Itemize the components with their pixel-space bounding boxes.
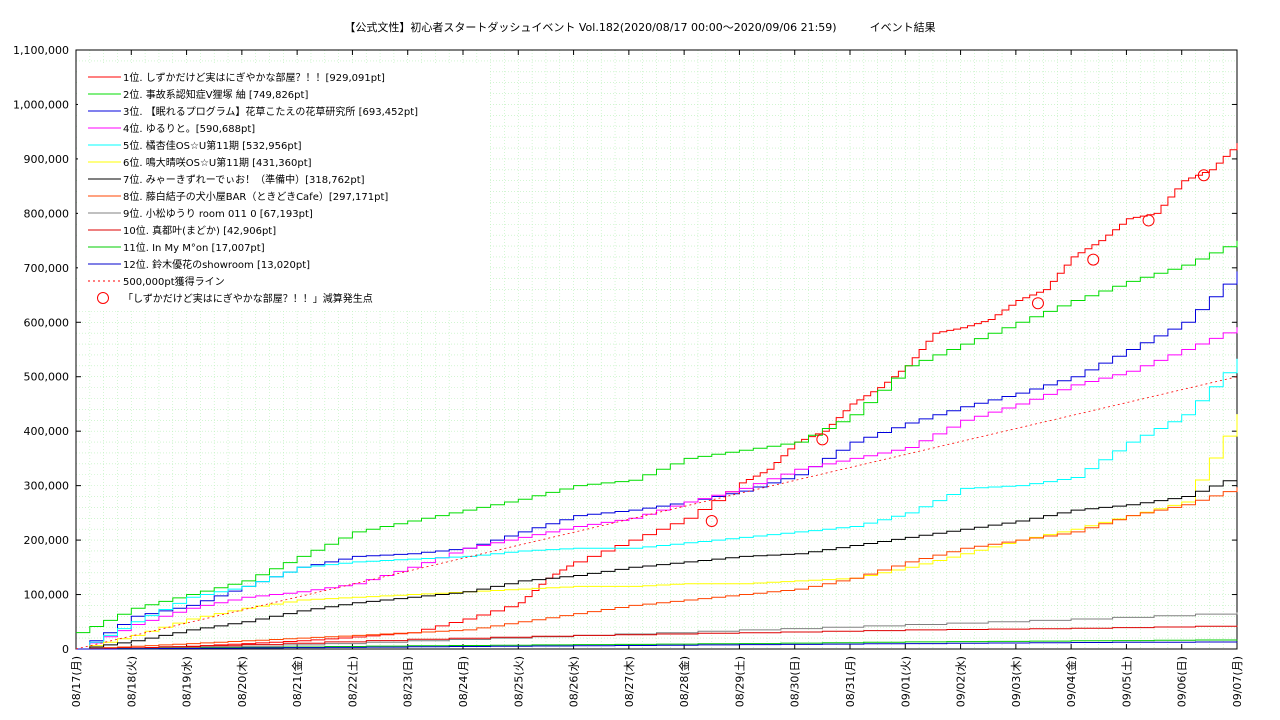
y-tick-label: 0 — [62, 643, 69, 656]
legend-label: 3位. 【眠れるプログラム】花草こたえの花草研究所 [693,452pt] — [123, 105, 418, 118]
legend-label: 10位. 真都叶(まどか) [42,906pt] — [123, 224, 276, 237]
x-tick-label: 08/21(金) — [290, 656, 304, 707]
x-tick-label: 09/07(月) — [1231, 656, 1244, 707]
x-tick-label: 09/01(火) — [899, 656, 912, 707]
legend-label: 8位. 藤白結子の犬小屋BAR（ときどきCafe）[297,171pt] — [123, 190, 388, 203]
y-tick-label: 200,000 — [24, 534, 70, 547]
subtraction-marker — [816, 433, 829, 446]
subtraction-marker — [1031, 297, 1044, 310]
legend-label: 「しずかだけど実はにぎやかな部屋？！！」減算発生点 — [123, 292, 373, 305]
legend-label: 2位. 事故系認知症V狸塚 紬 [749,826pt] — [123, 88, 308, 101]
y-tick-label: 900,000 — [24, 153, 70, 166]
x-tick-label: 08/25(火) — [512, 656, 525, 707]
x-tick-label: 08/22(土) — [346, 656, 359, 707]
legend-label: 7位. みゃーきずれーでぃお！（準備中）[318,762pt] — [123, 173, 365, 186]
x-tick-label: 08/24(月) — [457, 656, 470, 707]
series-line-3 — [76, 271, 1238, 650]
legend-label: 1位. しずかだけど実はにぎやかな部屋？！！[929,091pt] — [123, 71, 385, 84]
series-line-8 — [76, 487, 1238, 650]
y-tick-label: 800,000 — [24, 207, 70, 220]
x-tick-label: 09/02(水) — [955, 656, 968, 707]
legend-label: 5位. 橘杏佳OS☆U第11期 [532,956pt] — [123, 139, 302, 152]
x-tick-label: 08/18(火) — [125, 656, 138, 707]
legend-label: 12位. 鈴木優花のshowroom [13,020pt] — [123, 258, 310, 271]
series-line-13 — [75, 376, 1238, 650]
plot-border — [75, 49, 1238, 650]
y-tick-label: 100,000 — [24, 589, 70, 602]
legend-marker-swatch — [97, 292, 109, 304]
marker-group — [705, 169, 1210, 528]
y-tick-label: 400,000 — [24, 425, 70, 438]
y-tick-label: 1,000,000 — [13, 98, 69, 111]
y-tick-label: 500,000 — [24, 371, 70, 384]
subtraction-marker — [705, 515, 718, 528]
series-line-10 — [76, 625, 1238, 650]
x-tick-label: 08/23(日) — [402, 656, 415, 707]
x-tick-label: 08/27(木) — [623, 656, 636, 707]
x-tick-label: 09/06(日) — [1176, 656, 1189, 707]
series-line-2 — [76, 240, 1238, 634]
x-tick-label: 08/29(土) — [733, 656, 746, 707]
legend-label: 4位. ゆるりと。[590,688pt] — [123, 122, 255, 135]
y-tick-label: 300,000 — [24, 480, 70, 493]
y-tick-label: 700,000 — [24, 262, 70, 275]
y-tick-label: 600,000 — [24, 316, 70, 329]
series-line-4 — [76, 327, 1238, 650]
x-tick-label: 08/30(日) — [789, 656, 802, 707]
x-tick-label: 08/26(水) — [568, 656, 581, 707]
series-line-5 — [76, 358, 1238, 650]
y-tick-label: 1,100,000 — [13, 44, 69, 57]
x-tick-label: 08/17(月) — [70, 656, 83, 707]
series-group — [75, 143, 1238, 650]
x-tick-label: 08/28(金) — [677, 656, 691, 707]
subtraction-marker — [1197, 169, 1210, 182]
x-tick-label: 09/05(土) — [1120, 656, 1133, 707]
legend-background — [78, 65, 490, 310]
legend-label: 6位. 鳴大晴咲OS☆U第11期 [431,360pt] — [123, 156, 312, 169]
legend-label: 9位. 小松ゆうり room 011 0 [67,193pt] — [123, 207, 313, 220]
subtraction-marker — [1142, 214, 1155, 227]
chart-title: 【公式文性】初心者スタートダッシュイベント Vol.182(2020/08/17… — [344, 21, 936, 34]
legend: 1位. しずかだけど実はにぎやかな部屋？！！[929,091pt] 2位. 事故系… — [78, 65, 490, 310]
series-line-7 — [76, 475, 1238, 650]
subtraction-marker — [1087, 253, 1100, 266]
legend-label: 500,000pt獲得ライン — [123, 275, 225, 288]
x-tick-label: 08/19(水) — [181, 656, 194, 707]
series-line-9 — [76, 612, 1238, 650]
x-tick-label: 09/04(金) — [1064, 656, 1078, 707]
legend-label: 11位. In My M°on [17,007pt] — [123, 241, 265, 254]
x-tick-label: 09/03(木) — [1010, 656, 1023, 707]
series-line-12 — [76, 641, 1238, 650]
x-tick-label: 08/20(木) — [236, 656, 249, 707]
x-tick-label: 08/31(月) — [844, 656, 857, 707]
